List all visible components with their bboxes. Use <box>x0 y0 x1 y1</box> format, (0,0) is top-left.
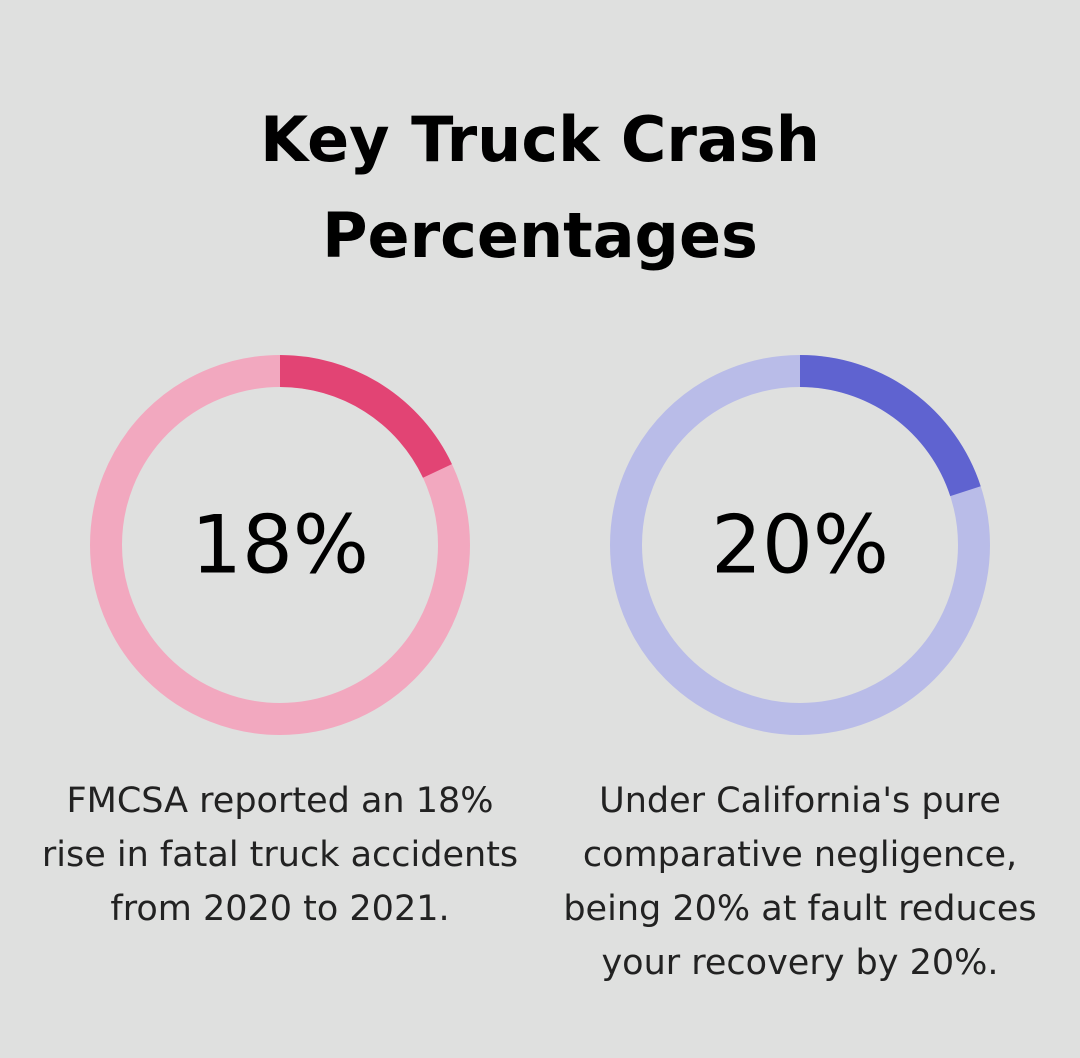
caption-1: FMCSA reported an 18% rise in fatal truc… <box>41 781 519 929</box>
donut-chart-2: 20% <box>610 355 990 735</box>
donut-value-2: 20% <box>711 499 889 592</box>
donut-value-1: 18% <box>191 499 369 592</box>
donut-chart-1: 18% <box>90 355 470 735</box>
donut-svg-2: 20% <box>610 355 990 735</box>
page-title: Key Truck Crash Percentages <box>260 103 820 272</box>
donut-highlight-arc-2 <box>799 355 981 497</box>
caption-2: Under California's pure comparative negl… <box>563 781 1037 983</box>
donut-highlight-arc-1 <box>279 355 452 479</box>
donut-svg-1: 18% <box>90 355 470 735</box>
